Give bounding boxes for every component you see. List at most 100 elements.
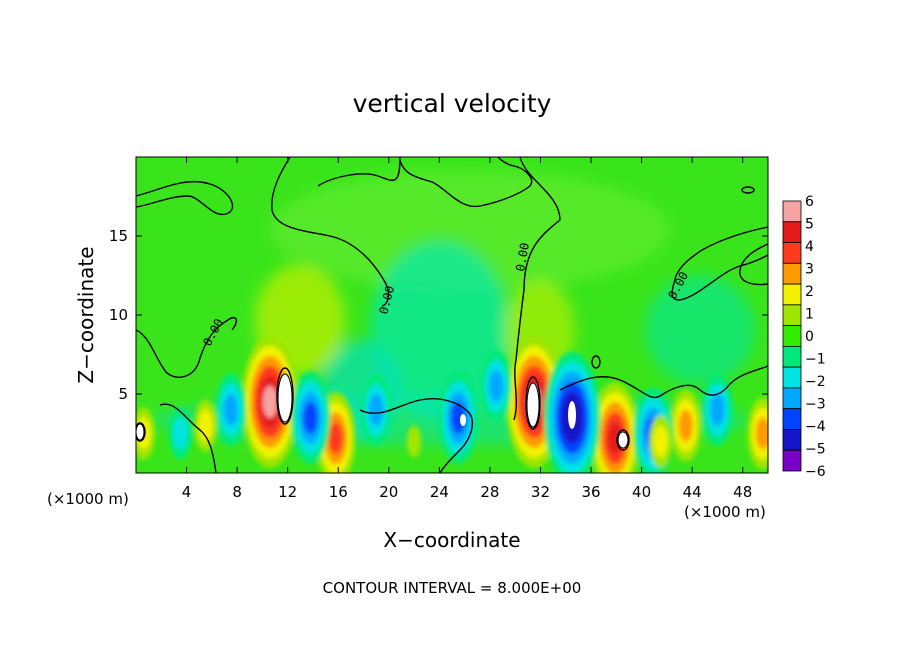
colorbar-swatch <box>782 366 802 389</box>
core-31km <box>526 382 540 428</box>
x-axis-label: X−coordinate <box>383 528 520 552</box>
downdraft-cell <box>168 407 192 460</box>
contour-loop-4 <box>136 422 146 442</box>
cell-ring <box>451 401 466 434</box>
downdraft-cell <box>480 350 512 423</box>
colorbar-label: −1 <box>805 352 826 368</box>
downdraft-plume-center <box>370 240 510 420</box>
updraft-cell <box>747 397 768 470</box>
colorbar-swatch <box>782 242 802 264</box>
zero-contour-upper-2 <box>271 157 390 307</box>
downdraft-cell <box>360 373 392 446</box>
colorbar-swatch <box>782 408 802 430</box>
downdraft-plume-right <box>645 275 755 385</box>
colorbar: 6 5 4 3 2 1 0 −1 −2 −3 −4 −5 −6 <box>782 194 826 480</box>
y-tick-label: 15 <box>109 227 128 245</box>
cell-ring <box>368 393 384 426</box>
plot-area: 0.00 0.00 0.00 0.00 <box>136 157 768 473</box>
colorbar-swatch <box>782 387 802 410</box>
downdraft-cell <box>290 371 331 464</box>
updraft-cell <box>194 399 217 452</box>
y-tick-label: 5 <box>118 385 128 403</box>
cell-ring <box>198 409 213 442</box>
contour-loop-1 <box>276 367 294 425</box>
colorbar-label: 5 <box>805 217 814 233</box>
y-tick-label: 10 <box>109 306 128 324</box>
colorbar-swatch <box>782 345 802 368</box>
zero-contour-cap <box>317 157 401 187</box>
colorbar-swatch <box>782 221 802 243</box>
contour-loop-2 <box>525 376 541 430</box>
zero-contour-low-2 <box>359 398 474 473</box>
cell-ring <box>262 385 278 418</box>
colorbar-label: 1 <box>805 307 814 323</box>
updraft-cell <box>591 382 640 473</box>
updraft-cell <box>670 389 702 462</box>
cell-ring <box>489 370 504 403</box>
cell-ring <box>653 425 668 458</box>
x-tick-label: 40 <box>632 483 651 501</box>
cell-cores <box>136 373 629 449</box>
contour-loop-6 <box>591 355 601 369</box>
colorbar-label: 6 <box>805 194 814 210</box>
contour-loop-3 <box>616 429 630 451</box>
colorbar-swatch <box>782 325 802 347</box>
cell-ring <box>678 409 694 442</box>
zero-contour-far-right <box>739 243 768 286</box>
x-tick-label: 16 <box>329 483 348 501</box>
core-26km <box>460 414 466 426</box>
updraft-cell <box>649 415 672 468</box>
y-axis: 5 10 15 <box>109 227 768 403</box>
core-38km <box>617 431 629 449</box>
zero-contour-mid <box>399 157 533 208</box>
x-unit-right: (×1000 m) <box>684 503 766 521</box>
downdraft-cell <box>215 373 247 446</box>
x-tick-label: 36 <box>581 483 600 501</box>
colorbar-swatch <box>782 262 802 285</box>
colorbar-label: −6 <box>805 464 826 480</box>
zero-contour-left-mid <box>136 316 238 378</box>
colorbar-swatch <box>782 283 802 306</box>
colorbar-label: 2 <box>805 284 814 300</box>
colorbar-label: 3 <box>805 262 814 278</box>
core-12km <box>277 373 293 423</box>
colorbar-label: −2 <box>805 374 826 390</box>
zero-contour-divide <box>513 157 561 421</box>
colorbar-swatch <box>782 200 802 223</box>
colorbar-label: 4 <box>805 239 814 255</box>
y-axis-label: Z−coordinate <box>74 246 98 383</box>
x-tick-label: 24 <box>430 483 449 501</box>
cell-ring <box>173 417 188 450</box>
updraft-cell <box>241 335 299 468</box>
contour-loop-5 <box>741 186 755 194</box>
colorbar-label: 0 <box>805 329 814 345</box>
x-tick-label: 4 <box>182 483 192 501</box>
core-0km <box>136 423 145 441</box>
zero-contour-upper <box>136 180 234 216</box>
cell-ring <box>755 417 768 450</box>
zero-contour-low <box>159 403 217 473</box>
chart-title: vertical velocity <box>353 89 552 118</box>
x-tick-label: 44 <box>683 483 702 501</box>
colorbar-label: −5 <box>805 442 826 458</box>
cell-ring <box>406 425 422 458</box>
cell-ring <box>223 393 238 426</box>
x-tick-label: 20 <box>379 483 398 501</box>
colorbar-swatch <box>782 449 802 472</box>
x-tick-label: 28 <box>480 483 499 501</box>
colorbar-swatch <box>782 304 802 327</box>
x-tick-label: 12 <box>278 483 297 501</box>
colorbar-label: −3 <box>805 397 826 413</box>
contour-interval-note: CONTOUR INTERVAL = 8.000E+00 <box>323 579 582 597</box>
updraft-cell <box>406 425 422 458</box>
cell-ring <box>710 393 725 426</box>
zero-contour-low-3 <box>559 365 768 399</box>
cell-ring <box>303 401 318 434</box>
contours <box>136 157 768 473</box>
x-tick-label: 48 <box>733 483 752 501</box>
core-34km <box>568 401 576 429</box>
x-axis: 4 8 12 16 20 24 28 32 36 40 44 48 <box>182 157 752 501</box>
x-tick-label: 8 <box>232 483 242 501</box>
x-unit-left: (×1000 m) <box>47 490 129 508</box>
